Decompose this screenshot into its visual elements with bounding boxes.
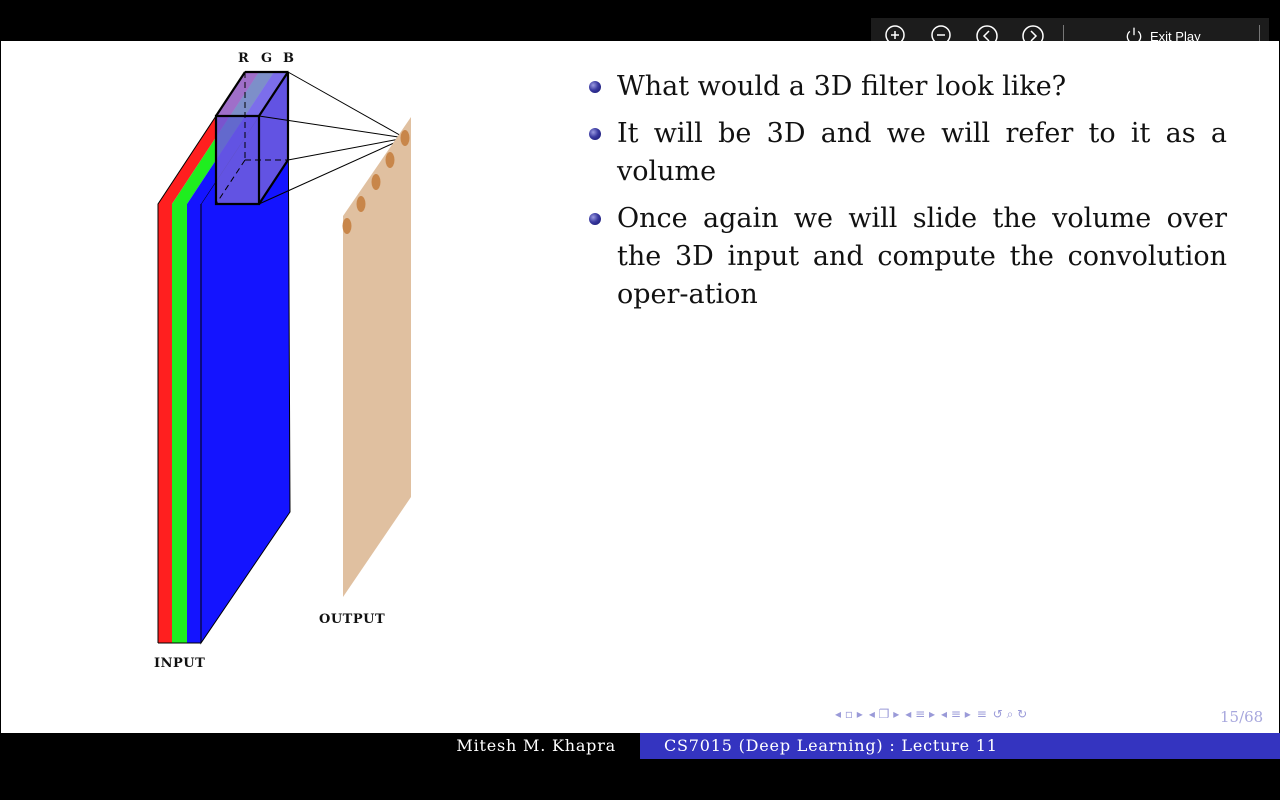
exit-play-label: Exit Play [1150,28,1201,44]
input-front-green [172,204,187,643]
bullet-text: It will be 3D and we will refer to it as… [617,118,1227,187]
filter-top [216,72,288,116]
output-dot [371,174,381,190]
bullet-text: What would a 3D filter look like? [617,71,1067,102]
bullet-list: What would a 3D filter look like? It wil… [587,68,1227,323]
toolbar-divider [1063,25,1064,45]
nav-frame-icon[interactable]: ◂ ▫ ▸ [835,707,863,721]
nav-subsection-icon[interactable]: ◂ ❐ ▸ [868,707,900,721]
nav-subsection-list-icon[interactable]: ◂ ≡ ▸ [940,707,971,721]
bullet-text: Once again we will slide the volume over… [617,203,1227,310]
nav-search-icon[interactable]: ↺ ⌕ ↻ [992,706,1028,721]
output-dot [400,130,410,146]
input-label: INPUT [154,656,206,671]
exit-play-button[interactable]: Exit Play [1124,24,1201,48]
output-label: OUTPUT [319,612,386,627]
footer: Mitesh M. Khapra CS7015 (Deep Learning) … [0,733,1280,759]
output-dot [385,152,395,168]
output-plane [343,117,411,597]
bullet-item: What would a 3D filter look like? [587,68,1227,106]
bullet-item: Once again we will slide the volume over… [587,200,1227,314]
bullet-icon [589,213,601,225]
page-number: 15/68 [1220,708,1264,726]
toolbar-divider [1259,25,1260,45]
bullet-icon [589,81,601,93]
channel-label-r: R [238,51,249,66]
channel-label-b: B [283,51,294,66]
output-dot [342,218,352,234]
input-front-blue [187,204,201,643]
footer-author: Mitesh M. Khapra [456,736,616,755]
nav-toc-icon[interactable]: ≡ [976,707,987,721]
filter-front [216,116,259,204]
bullet-item: It will be 3D and we will refer to it as… [587,115,1227,191]
beamer-nav-strip: ◂ ▫ ▸ ◂ ❐ ▸ ◂ ≡ ▸ ◂ ≡ ▸ ≡ ↺ ⌕ ↻ [832,704,1030,724]
nav-section-icon[interactable]: ◂ ≡ ▸ [905,707,935,721]
output-dot [356,196,366,212]
channel-label-g: G [261,51,273,66]
input-front-red [158,204,172,643]
bullet-icon [589,128,601,140]
footer-course: CS7015 (Deep Learning) : Lecture 11 [640,733,1280,759]
